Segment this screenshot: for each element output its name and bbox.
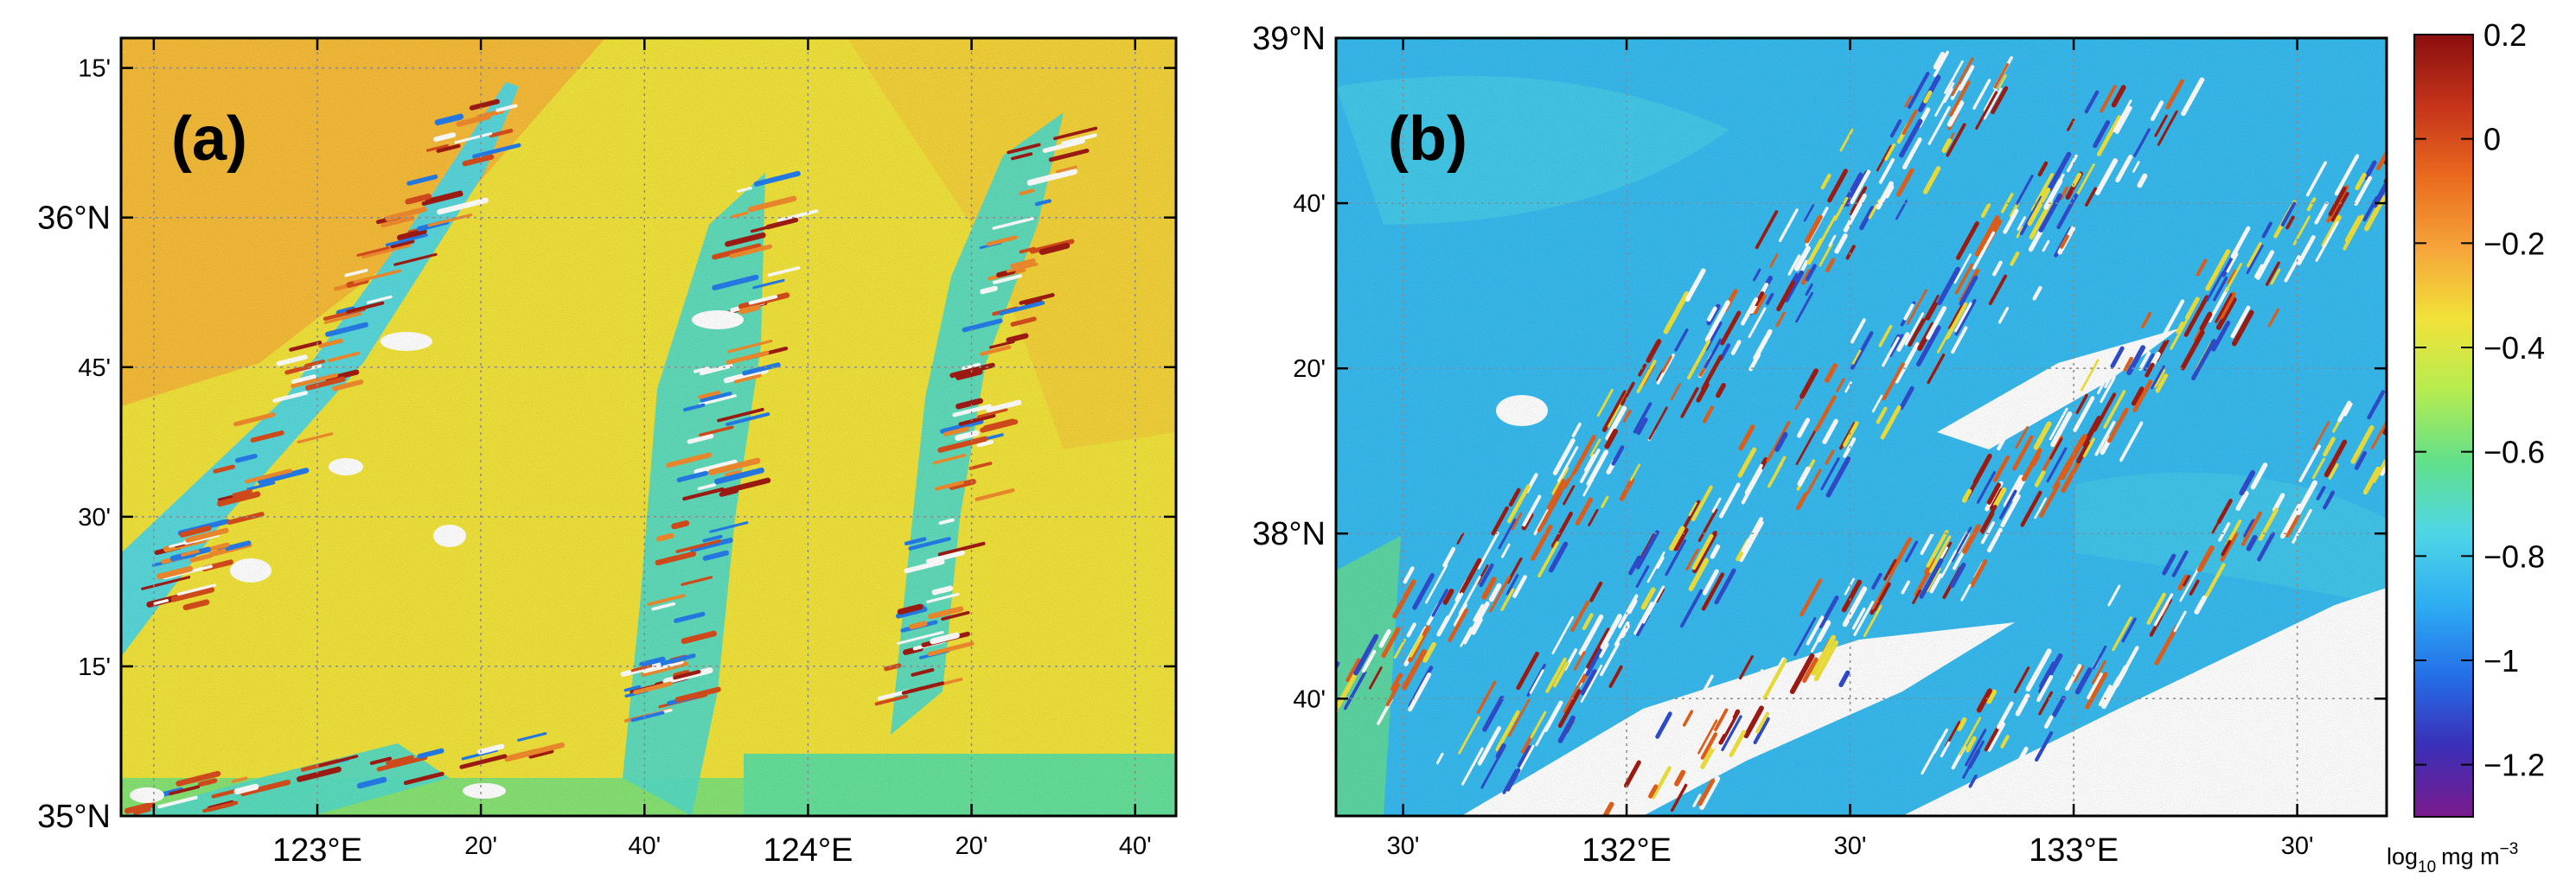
striation xyxy=(2389,189,2404,216)
colorbar-tick-label: −1 xyxy=(2483,643,2519,679)
colorbar-label-sub: 10 xyxy=(2418,858,2436,876)
x-tick-label: 30' xyxy=(1834,832,1867,860)
y-tick-label: 15' xyxy=(78,55,111,83)
y-tick-label: 40' xyxy=(1293,190,1326,218)
y-tick-label: 30' xyxy=(78,504,111,532)
x-tick-label: 20' xyxy=(464,832,497,860)
colorbar-label-sup: −3 xyxy=(2500,840,2519,858)
panel-b-noise xyxy=(1336,38,2387,816)
y-tick-label: 35°N xyxy=(37,799,111,835)
colorbar-tick-label: −0.4 xyxy=(2483,330,2545,366)
x-tick-label: 132°E xyxy=(1582,832,1672,869)
panel-b-ticks: 30' 132°E 30' 133°E 30' 40' 38°N 20' 40' 39°N xyxy=(1252,21,2387,869)
panel-a-ticks: 123°E 20' 40' 124°E 20' 40' 35°N 15' 30' 45' 36°N 1… xyxy=(37,38,1176,869)
striation xyxy=(2392,142,2397,150)
panel-b-field xyxy=(1336,38,2412,816)
y-tick-label: 15' xyxy=(78,653,111,681)
panel-a-label: (a) xyxy=(171,105,247,174)
x-tick-label: 30' xyxy=(1387,832,1420,860)
colorbar-tick-label: −0.2 xyxy=(2483,226,2545,261)
colorbar-ramp xyxy=(2413,34,2474,818)
x-tick-label: 40' xyxy=(1119,832,1152,860)
y-tick-label: 40' xyxy=(1293,685,1326,713)
striation xyxy=(2394,421,2412,452)
panel-a-frame xyxy=(119,36,1178,818)
y-tick-label: 20' xyxy=(1293,355,1326,383)
colorbar: 0.2 0 −0.2 −0.4 −0.6 −0.8 −1 −1.2 log10 mg m−3 xyxy=(2387,17,2545,876)
colorbar-label-prefix: log xyxy=(2387,844,2418,870)
colorbar-tick-label: −1.2 xyxy=(2483,748,2545,783)
panel-a-map: 123°E 20' 40' 124°E 20' 40' 35°N 15' 30' 45' 36°N 1… xyxy=(37,36,1178,869)
striation xyxy=(2393,445,2408,473)
colorbar-tick-label: 0 xyxy=(2483,122,2501,157)
panel-a-gridlines xyxy=(121,38,1176,817)
panel-a-noise xyxy=(121,38,1176,816)
x-tick-label: 123°E xyxy=(272,832,362,869)
y-tick-label: 38°N xyxy=(1252,516,1326,552)
colorbar-ticks: 0.2 0 −0.2 −0.4 −0.6 −0.8 −1 −1.2 xyxy=(2414,17,2545,783)
panel-b-map: 30' 132°E 30' 133°E 30' 40' 38°N 20' 40' 39°N (b) xyxy=(1252,21,2412,869)
y-tick-label: 45' xyxy=(78,354,111,382)
panel-b-frame xyxy=(1334,36,2388,818)
colorbar-unit-label: log10 mg m−3 xyxy=(2387,840,2518,876)
y-tick-label: 36°N xyxy=(37,201,111,237)
y-tick-label: 39°N xyxy=(1252,21,1326,57)
x-tick-label: 30' xyxy=(2281,832,2314,860)
colorbar-tick-label: −0.8 xyxy=(2483,538,2545,574)
x-tick-label: 20' xyxy=(956,832,988,860)
colorbar-tick-label: −0.6 xyxy=(2483,435,2545,470)
colorbar-label-unit: mg m xyxy=(2441,844,2500,870)
x-tick-label: 124°E xyxy=(763,832,853,869)
panel-b-label: (b) xyxy=(1388,105,1467,174)
panel-a-field xyxy=(121,38,1176,816)
colorbar-tick-label: 0.2 xyxy=(2483,17,2527,53)
x-tick-label: 133°E xyxy=(2029,832,2119,869)
x-tick-label: 40' xyxy=(628,832,661,860)
striation xyxy=(2395,156,2407,176)
